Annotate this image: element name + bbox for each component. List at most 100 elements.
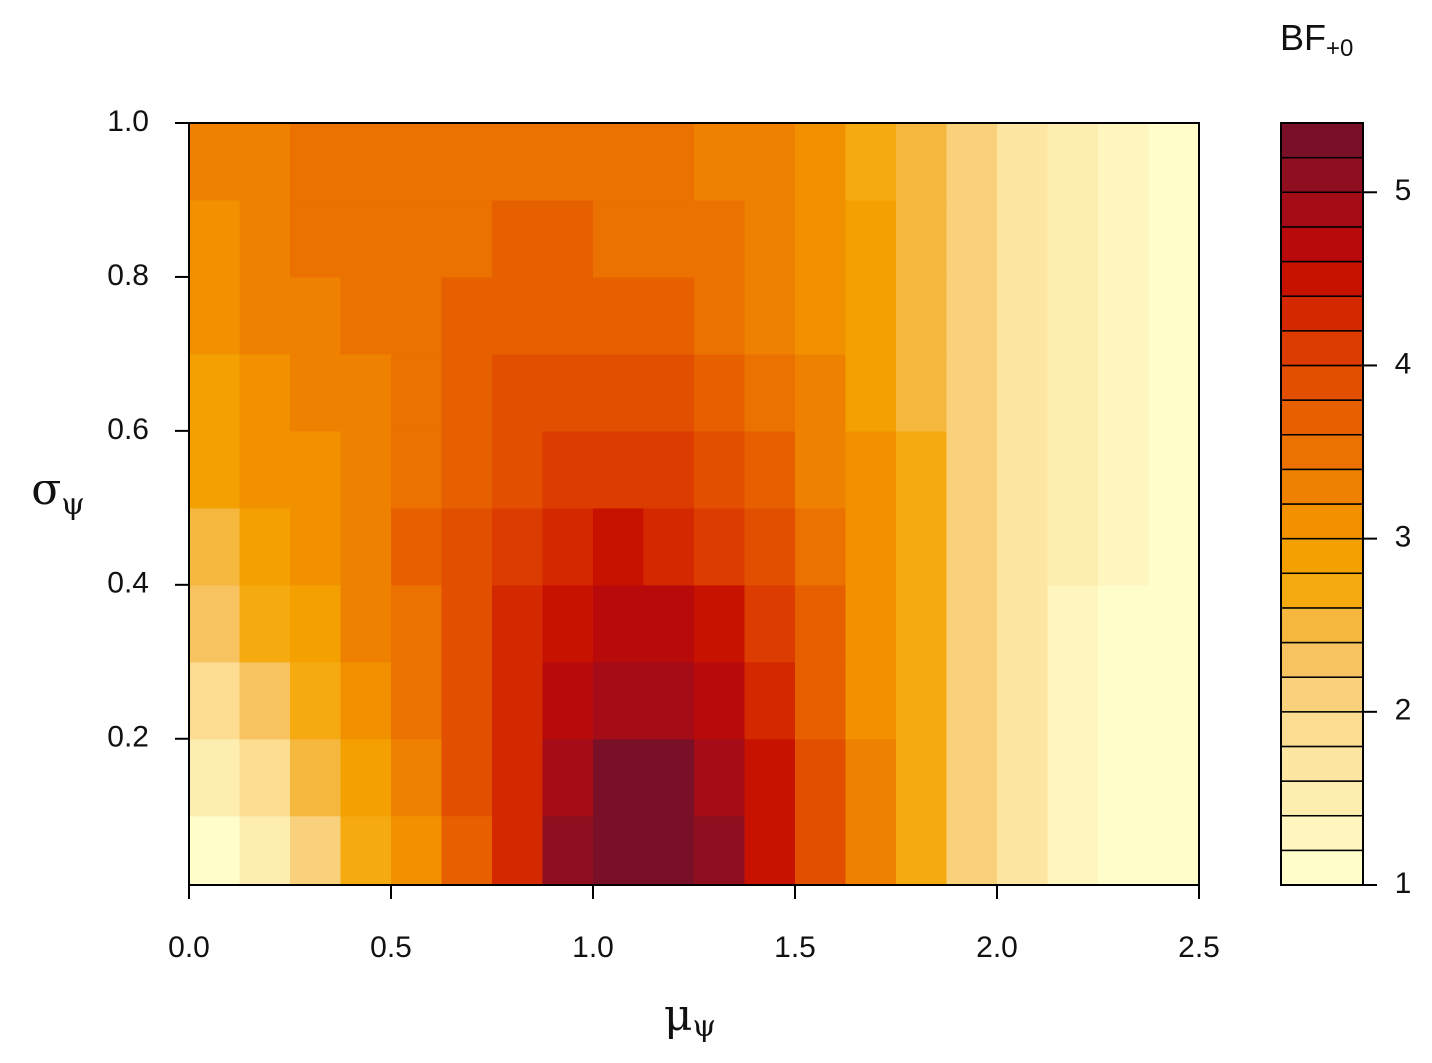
cell [542,123,594,201]
legend-title-sub: +0 [1326,35,1353,62]
cell [290,815,342,886]
cell [189,276,241,355]
cell [997,661,1049,740]
cell [896,123,948,201]
cell [290,123,342,201]
cell [845,199,897,278]
y-tick-label: 1.0 [107,105,149,138]
cell [1047,738,1099,817]
cell [744,123,796,201]
colorbar-band [1280,295,1364,332]
cell [946,430,998,509]
cell [946,738,998,817]
cell [643,507,695,586]
cell [1148,199,1200,278]
cell [340,661,392,740]
cell [795,815,847,886]
colorbar-band [1280,780,1364,817]
cell [239,430,291,509]
cell [391,738,443,817]
cell [189,661,241,740]
cell [946,353,998,432]
cell [694,430,746,509]
cell [391,123,443,201]
x-tick-label: 1.0 [572,931,614,964]
cell [340,738,392,817]
y-tick-label: 0.6 [107,413,149,446]
cell [1098,738,1150,817]
cell [845,815,897,886]
colorbar-band [1280,260,1364,297]
cell [441,199,493,278]
cell [290,507,342,586]
cell [946,507,998,586]
cell [391,276,443,355]
cell [946,199,998,278]
cell [492,430,544,509]
cell [643,661,695,740]
x-tick-label: 2.5 [1178,931,1220,964]
cell [593,584,645,663]
cell [845,661,897,740]
y-tick-label: 0.8 [107,259,149,292]
cell [694,199,746,278]
cell [239,738,291,817]
cell [542,815,594,886]
cell [593,738,645,817]
cell [1098,815,1150,886]
cell [744,276,796,355]
cell [1148,507,1200,586]
cell [492,276,544,355]
y-axis-label: σψ [31,464,85,523]
cell [795,661,847,740]
cell [946,276,998,355]
cell [239,353,291,432]
cell [290,430,342,509]
cell [492,661,544,740]
cell [441,738,493,817]
cell [845,353,897,432]
colorbar-band [1280,572,1364,609]
cell [643,584,695,663]
cell [391,815,443,886]
cell [1148,815,1200,886]
cell [997,584,1049,663]
cell [340,353,392,432]
cell [694,123,746,201]
cell [845,584,897,663]
cell [1148,123,1200,201]
cell [441,661,493,740]
cell [340,815,392,886]
cell [492,199,544,278]
cell [492,507,544,586]
cell [1148,584,1200,663]
cell [441,353,493,432]
cell [694,353,746,432]
cell [189,738,241,817]
colorbar-tick-label: 4 [1395,347,1412,380]
cell [694,584,746,663]
colorbar-tick-label: 1 [1395,867,1412,900]
cell [1098,353,1150,432]
cell [189,123,241,201]
cell [391,584,443,663]
cell [845,276,897,355]
cell [1047,815,1099,886]
cell [441,584,493,663]
colorbar-band [1280,330,1364,367]
cell [997,815,1049,886]
colorbar-band [1280,711,1364,748]
cell [542,507,594,586]
cell [1098,430,1150,509]
cell [189,507,241,586]
colorbar-band [1280,156,1364,194]
cell [441,276,493,355]
cell [492,584,544,663]
cell [643,815,695,886]
colorbar-band [1280,607,1364,644]
cell [340,430,392,509]
cell [189,353,241,432]
cell [593,430,645,509]
x-axis-label-sub: ψ [693,1009,717,1044]
